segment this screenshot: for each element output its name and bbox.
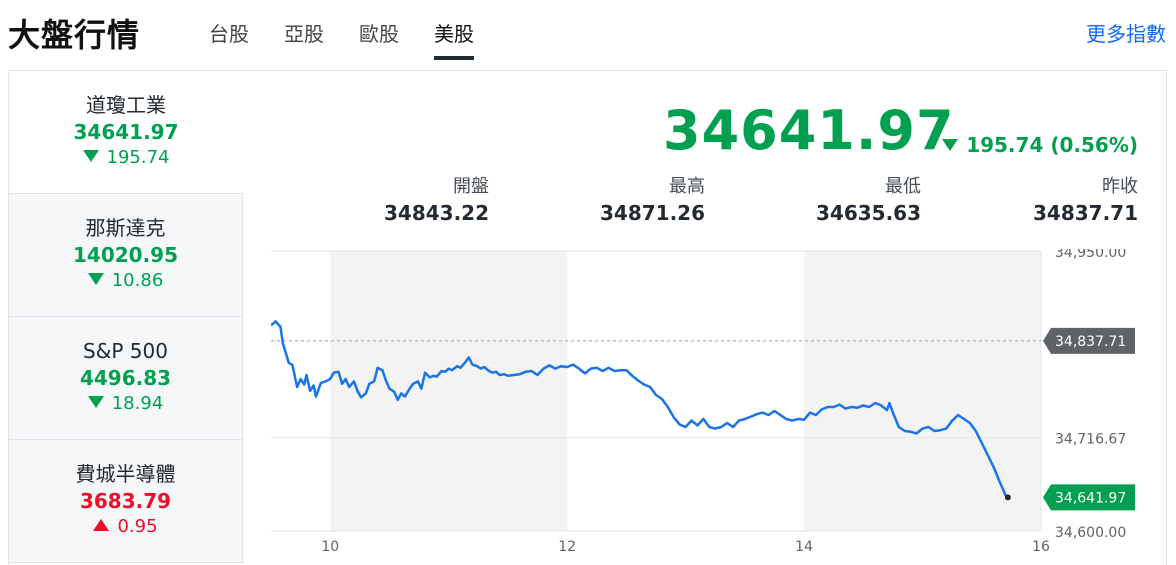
sidebar-item-value: 4496.83 [79, 366, 172, 390]
stat-low: 最低 34635.63 [721, 175, 921, 227]
sidebar-item-value: 14020.95 [72, 243, 178, 267]
y-tick-label: 34,716.67 [1055, 432, 1126, 448]
stat-prev-close: 昨收 34837.71 [938, 175, 1138, 227]
sidebar-item-name: 道瓊工業 [86, 93, 166, 117]
current-price: 34641.97 [663, 99, 955, 162]
stat-open: 開盤 34843.22 [289, 175, 489, 227]
market-tabs: 台股 亞股 歐股 美股 [209, 18, 509, 60]
sidebar-item-name: S&P 500 [83, 339, 168, 363]
stat-high: 最高 34871.26 [505, 175, 705, 227]
stat-value: 34635.63 [815, 201, 921, 225]
tab-europe-stocks[interactable]: 歐股 [359, 22, 399, 46]
sidebar-item-change: 10.86 [9, 269, 242, 293]
shaded-band-0 [330, 251, 568, 531]
sidebar-item-change-value: 10.86 [111, 270, 164, 291]
sidebar-item-value: 34641.97 [73, 120, 179, 144]
price-series-line [271, 320, 1009, 499]
triangle-down-icon [82, 150, 99, 162]
sidebar-item-sp500[interactable]: S&P 500 4496.83 18.94 [9, 317, 243, 440]
stat-label: 昨收 [1102, 176, 1138, 197]
triangle-up-icon [93, 519, 110, 531]
x-tick-label: 14 [795, 539, 813, 555]
sidebar-item-name: 費城半導體 [75, 462, 176, 486]
prev-close-badge [1043, 327, 1135, 354]
stat-label: 最低 [885, 176, 921, 197]
more-indices-link[interactable]: 更多指數 [1086, 22, 1166, 46]
sidebar-item-dow-jones[interactable]: 道瓊工業 34641.97 195.74 [9, 71, 243, 194]
last-value-badge-label: 34,641.97 [1055, 490, 1126, 506]
sidebar-item-nasdaq[interactable]: 那斯達克 14020.95 10.86 [9, 194, 243, 317]
index-sidebar: 道瓊工業 34641.97 195.74 那斯達克 14020.95 10.86… [9, 71, 243, 565]
x-tick-label: 12 [558, 539, 576, 555]
intraday-chart[interactable]: 34,950.00 34,716.67 34,600.00 10 12 14 16 34,83… [271, 249, 1161, 559]
last-point [1004, 494, 1011, 501]
tab-taiwan-stocks[interactable]: 台股 [209, 22, 249, 46]
triangle-down-icon [942, 139, 959, 151]
shaded-band-1 [804, 251, 1041, 531]
sidebar-item-change: 195.74 [9, 146, 243, 170]
y-tick-label: 34,600.00 [1055, 525, 1126, 541]
stat-value: 34837.71 [1032, 201, 1138, 225]
price-change: 195.74 (0.56%) [942, 133, 1138, 157]
triangle-down-icon [87, 273, 104, 285]
last-value-badge [1043, 484, 1135, 511]
stat-value: 34843.22 [383, 201, 489, 225]
stat-value: 34871.26 [599, 201, 705, 225]
page-title: 大盤行情 [8, 16, 141, 54]
sidebar-item-change-value: 0.95 [117, 516, 158, 537]
sidebar-item-change-value: 18.94 [111, 393, 164, 414]
x-tick-label: 16 [1032, 539, 1050, 555]
tab-us-stocks[interactable]: 美股 [434, 18, 474, 60]
tab-asia-stocks[interactable]: 亞股 [284, 22, 324, 46]
stat-label: 最高 [669, 176, 705, 197]
sidebar-item-change-value: 195.74 [106, 147, 170, 168]
y-tick-label: 34,950.00 [1055, 249, 1126, 261]
price-change-value: 195.74 (0.56%) [966, 133, 1138, 157]
x-tick-label: 10 [321, 539, 339, 555]
market-panel: 道瓊工業 34641.97 195.74 那斯達克 14020.95 10.86… [8, 70, 1167, 565]
sidebar-item-sox[interactable]: 費城半導體 3683.79 0.95 [9, 440, 243, 563]
sidebar-item-value: 3683.79 [79, 489, 172, 513]
sidebar-item-change: 0.95 [9, 515, 242, 539]
prev-close-badge-label: 34,837.71 [1055, 334, 1126, 350]
stat-label: 開盤 [453, 176, 489, 197]
sidebar-item-change: 18.94 [9, 392, 242, 416]
sidebar-item-name: 那斯達克 [85, 216, 166, 240]
triangle-down-icon [87, 396, 104, 408]
